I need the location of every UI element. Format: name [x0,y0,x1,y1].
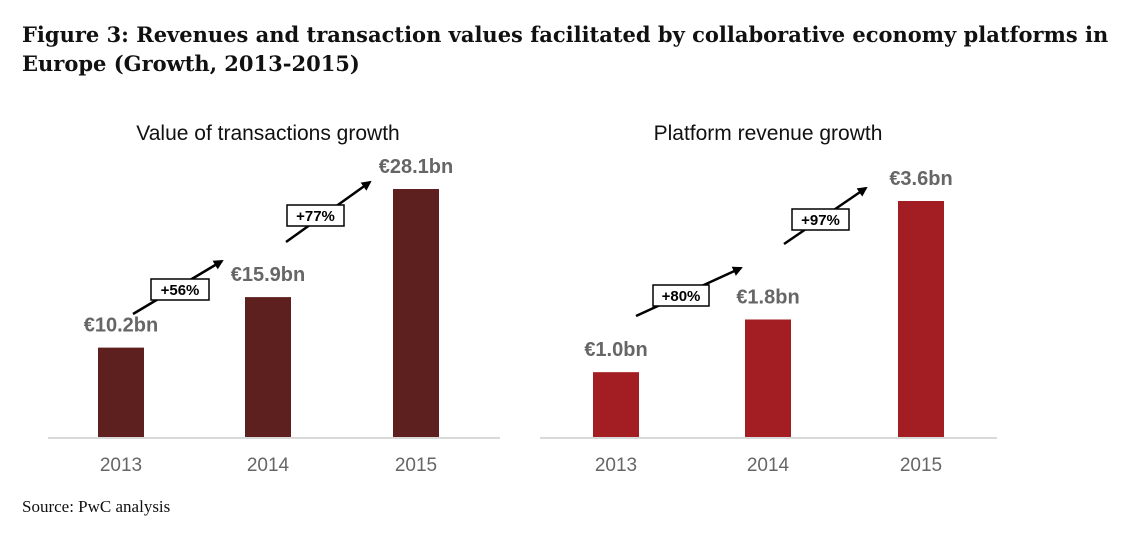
revenue-bar-2013 [593,372,639,438]
revenue-growth-box-1 [652,284,710,307]
transactions-tick-label-2014: 2014 [247,455,290,476]
transactions-growth-box-1 [150,278,210,301]
revenue-tick-label-2014: 2014 [747,455,790,476]
revenue-chart-title: Platform revenue growth [654,122,883,145]
transactions-chart: Value of transactions growth €10.2bn 2013 €… [48,122,500,476]
revenue-bar-2014 [745,319,791,438]
revenue-value-label-2013: €1.0bn [584,339,647,361]
transactions-growth-box-2 [286,204,345,227]
revenue-tick-label-2015: 2015 [900,455,942,476]
source-note: Source: PwC analysis [22,497,171,516]
transactions-growth-label-1: +56% [161,282,200,299]
revenue-tick-label-2013: 2013 [595,455,637,476]
transactions-bar-2013 [98,347,144,438]
transactions-value-label-2014: €15.9bn [231,264,305,286]
transactions-bar-2014 [245,297,291,438]
revenue-value-label-2014: €1.8bn [736,287,799,309]
revenue-value-label-2015: €3.6bn [889,168,952,190]
revenue-chart: Platform revenue growth €1.0bn 2013 €1.8bn 2… [540,122,997,476]
revenue-growth-label-1: +80% [662,288,701,305]
transactions-value-label-2015: €28.1bn [379,156,453,178]
revenue-bar-2015 [898,201,944,438]
transactions-value-label-2013: €10.2bn [84,315,158,337]
revenue-growth-label-2: +97% [801,212,840,229]
transactions-tick-label-2015: 2015 [395,455,437,476]
transactions-bar-2015 [393,189,439,438]
revenue-growth-box-2 [791,208,850,231]
transactions-tick-label-2013: 2013 [100,455,142,476]
transactions-growth-label-2: +77% [296,208,335,225]
figure-title: Figure 3: Revenues and transaction value… [22,22,1109,76]
transactions-chart-title: Value of transactions growth [136,122,399,145]
